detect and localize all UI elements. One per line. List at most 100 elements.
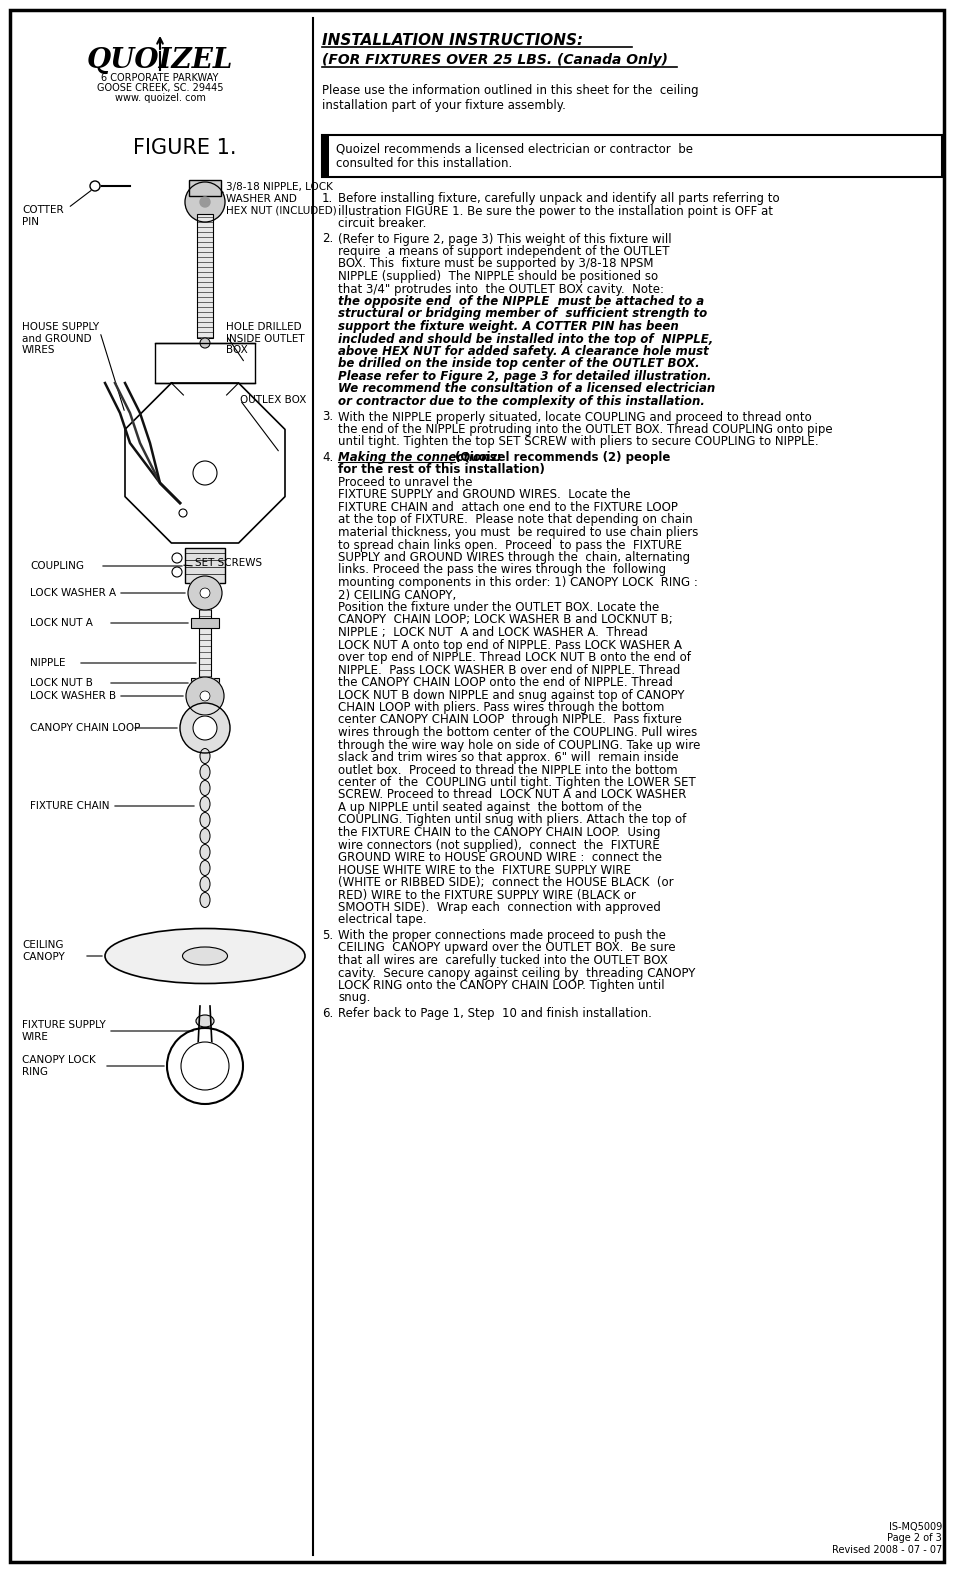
- Circle shape: [167, 1028, 243, 1104]
- Text: A up NIPPLE until seated against  the bottom of the: A up NIPPLE until seated against the bot…: [337, 802, 641, 814]
- Text: Position the fixture under the OUTLET BOX. Locate the: Position the fixture under the OUTLET BO…: [337, 601, 659, 615]
- Text: SMOOTH SIDE).  Wrap each  connection with approved: SMOOTH SIDE). Wrap each connection with …: [337, 901, 660, 913]
- Text: COTTER
PIN: COTTER PIN: [22, 204, 64, 226]
- Text: links. Proceed the pass the wires through the  following: links. Proceed the pass the wires throug…: [337, 563, 665, 577]
- Text: LOCK WASHER B: LOCK WASHER B: [30, 692, 116, 701]
- Text: CANOPY CHAIN LOOP: CANOPY CHAIN LOOP: [30, 723, 140, 733]
- Text: that all wires are  carefully tucked into the OUTLET BOX: that all wires are carefully tucked into…: [337, 954, 667, 967]
- Text: LOCK NUT B down NIPPLE and snug against top of CANOPY: LOCK NUT B down NIPPLE and snug against …: [337, 689, 684, 701]
- Circle shape: [185, 182, 225, 222]
- Text: 5.: 5.: [322, 929, 333, 942]
- Text: CHAIN LOOP with pliers. Pass wires through the bottom: CHAIN LOOP with pliers. Pass wires throu…: [337, 701, 663, 714]
- Text: QUOIZEL: QUOIZEL: [87, 47, 233, 74]
- Text: LOCK NUT A: LOCK NUT A: [30, 618, 92, 627]
- Text: CEILING  CANOPY upward over the OUTLET BOX.  Be sure: CEILING CANOPY upward over the OUTLET BO…: [337, 942, 675, 954]
- Text: or contractor due to the complexity of this installation.: or contractor due to the complexity of t…: [337, 395, 704, 409]
- Text: Quoizel recommends a licensed electrician or contractor  be
consulted for this i: Quoizel recommends a licensed electricia…: [335, 141, 692, 170]
- Text: above HEX NUT for added safety. A clearance hole must: above HEX NUT for added safety. A cleara…: [337, 344, 708, 358]
- Text: COUPLING. Tighten until snug with pliers. Attach the top of: COUPLING. Tighten until snug with pliers…: [337, 813, 685, 827]
- Ellipse shape: [182, 946, 227, 965]
- Text: over top end of NIPPLE. Thread LOCK NUT B onto the end of: over top end of NIPPLE. Thread LOCK NUT …: [337, 651, 690, 663]
- Text: wires through the bottom center of the COUPLING. Pull wires: wires through the bottom center of the C…: [337, 726, 697, 739]
- Text: snug.: snug.: [337, 992, 370, 1005]
- Text: the opposite end  of the NIPPLE  must be attached to a: the opposite end of the NIPPLE must be a…: [337, 296, 703, 308]
- Text: circuit breaker.: circuit breaker.: [337, 217, 426, 230]
- Text: FIXTURE SUPPLY
WIRE: FIXTURE SUPPLY WIRE: [22, 1020, 106, 1042]
- Text: 6.: 6.: [322, 1008, 333, 1020]
- Circle shape: [200, 338, 210, 347]
- Text: HOLE DRILLED
INSIDE OUTLET
BOX: HOLE DRILLED INSIDE OUTLET BOX: [226, 322, 304, 355]
- Text: CANOPY LOCK
RING: CANOPY LOCK RING: [22, 1055, 95, 1077]
- Circle shape: [90, 181, 100, 192]
- Circle shape: [200, 196, 210, 208]
- Text: require  a means of support independent of the OUTLET: require a means of support independent o…: [337, 245, 669, 258]
- Text: 1.: 1.: [322, 192, 333, 204]
- Text: 2) CEILING CANOPY,: 2) CEILING CANOPY,: [337, 588, 456, 602]
- Circle shape: [172, 553, 182, 563]
- Bar: [199, 583, 211, 744]
- Text: LOCK RING onto the CANOPY CHAIN LOOP. Tighten until: LOCK RING onto the CANOPY CHAIN LOOP. Ti…: [337, 979, 664, 992]
- Text: Refer back to Page 1, Step  10 and finish installation.: Refer back to Page 1, Step 10 and finish…: [337, 1008, 651, 1020]
- Circle shape: [200, 692, 210, 701]
- Text: structural or bridging member of  sufficient strength to: structural or bridging member of suffici…: [337, 308, 706, 321]
- Text: LOCK NUT B: LOCK NUT B: [30, 678, 92, 689]
- Text: wire connectors (not supplied),  connect  the  FIXTURE: wire connectors (not supplied), connect …: [337, 838, 659, 852]
- Circle shape: [172, 567, 182, 577]
- Ellipse shape: [195, 1016, 213, 1027]
- Circle shape: [186, 678, 224, 715]
- Text: 6 CORPORATE PARKWAY: 6 CORPORATE PARKWAY: [101, 72, 218, 83]
- Circle shape: [188, 575, 222, 610]
- Text: CEILING
CANOPY: CEILING CANOPY: [22, 940, 65, 962]
- Text: COUPLING: COUPLING: [30, 561, 84, 571]
- Text: 4.: 4.: [322, 451, 333, 464]
- Text: illustration FIGURE 1. Be sure the power to the installation point is OFF at: illustration FIGURE 1. Be sure the power…: [337, 204, 772, 217]
- Text: cavity.  Secure canopy against ceiling by  threading CANOPY: cavity. Secure canopy against ceiling by…: [337, 967, 695, 979]
- Ellipse shape: [200, 877, 210, 891]
- Text: NIPPLE.  Pass LOCK WASHER B over end of NIPPLE. Thread: NIPPLE. Pass LOCK WASHER B over end of N…: [337, 663, 679, 676]
- Text: the FIXTURE CHAIN to the CANOPY CHAIN LOOP.  Using: the FIXTURE CHAIN to the CANOPY CHAIN LO…: [337, 825, 659, 839]
- Text: GOOSE CREEK, SC. 29445: GOOSE CREEK, SC. 29445: [96, 83, 223, 93]
- Text: With the NIPPLE properly situated, locate COUPLING and proceed to thread onto: With the NIPPLE properly situated, locat…: [337, 410, 811, 423]
- Text: material thickness, you must  be required to use chain pliers: material thickness, you must be required…: [337, 527, 698, 539]
- Text: be drilled on the inside top center of the OUTLET BOX.: be drilled on the inside top center of t…: [337, 357, 699, 371]
- Text: HOUSE SUPPLY
and GROUND
WIRES: HOUSE SUPPLY and GROUND WIRES: [22, 322, 99, 355]
- Text: SET SCREWS: SET SCREWS: [194, 558, 262, 567]
- Text: SCREW. Proceed to thread  LOCK NUT A and LOCK WASHER: SCREW. Proceed to thread LOCK NUT A and …: [337, 789, 685, 802]
- Bar: [189, 181, 221, 196]
- Text: center of  the  COUPLING until tight. Tighten the LOWER SET: center of the COUPLING until tight. Tigh…: [337, 777, 695, 789]
- Text: HOUSE WHITE WIRE to the  FIXTURE SUPPLY WIRE: HOUSE WHITE WIRE to the FIXTURE SUPPLY W…: [337, 863, 630, 877]
- Text: www. quoizel. com: www. quoizel. com: [114, 93, 205, 104]
- Text: We recommend the consultation of a licensed electrician: We recommend the consultation of a licen…: [337, 382, 715, 396]
- Text: Please refer to Figure 2, page 3 for detailed illustration.: Please refer to Figure 2, page 3 for det…: [337, 369, 711, 384]
- Bar: [322, 135, 329, 178]
- Ellipse shape: [200, 764, 210, 780]
- Text: 2.: 2.: [322, 233, 333, 245]
- Ellipse shape: [200, 860, 210, 876]
- Circle shape: [193, 461, 216, 486]
- Text: BOX. This  fixture must be supported by 3/8-18 NPSM: BOX. This fixture must be supported by 3…: [337, 258, 653, 270]
- Text: FIXTURE CHAIN: FIXTURE CHAIN: [30, 802, 110, 811]
- Ellipse shape: [200, 797, 210, 811]
- Text: FIGURE 1.: FIGURE 1.: [133, 138, 236, 159]
- Text: Before installing fixture, carefully unpack and identify all parts referring to: Before installing fixture, carefully unp…: [337, 192, 779, 204]
- Text: center CANOPY CHAIN LOOP  through NIPPLE.  Pass fixture: center CANOPY CHAIN LOOP through NIPPLE.…: [337, 714, 681, 726]
- Text: for the rest of this installation): for the rest of this installation): [337, 464, 544, 476]
- Text: (Quoizel recommends (2) people: (Quoizel recommends (2) people: [455, 451, 670, 464]
- Text: LOCK WASHER A: LOCK WASHER A: [30, 588, 116, 597]
- Ellipse shape: [200, 748, 210, 764]
- Bar: [154, 343, 254, 384]
- Text: through the wire way hole on side of COUPLING. Take up wire: through the wire way hole on side of COU…: [337, 739, 700, 751]
- Text: OUTLEX BOX: OUTLEX BOX: [240, 395, 306, 406]
- Text: Please use the information outlined in this sheet for the  ceiling
installation : Please use the information outlined in t…: [322, 83, 698, 112]
- Text: slack and trim wires so that approx. 6" will  remain inside: slack and trim wires so that approx. 6" …: [337, 751, 678, 764]
- Bar: [191, 678, 219, 689]
- Text: to spread chain links open.  Proceed  to pass the  FIXTURE: to spread chain links open. Proceed to p…: [337, 539, 681, 552]
- Text: NIPPLE (supplied)  The NIPPLE should be positioned so: NIPPLE (supplied) The NIPPLE should be p…: [337, 270, 658, 283]
- Text: until tight. Tighten the top SET SCREW with pliers to secure COUPLING to NIPPLE.: until tight. Tighten the top SET SCREW w…: [337, 435, 818, 448]
- Text: CANOPY  CHAIN LOOP; LOCK WASHER B and LOCKNUT B;: CANOPY CHAIN LOOP; LOCK WASHER B and LOC…: [337, 613, 672, 627]
- Ellipse shape: [200, 844, 210, 860]
- Text: NIPPLE ;  LOCK NUT  A and LOCK WASHER A.  Thread: NIPPLE ; LOCK NUT A and LOCK WASHER A. T…: [337, 626, 647, 638]
- Bar: [185, 549, 225, 583]
- Text: FIXTURE CHAIN and  attach one end to the FIXTURE LOOP: FIXTURE CHAIN and attach one end to the …: [337, 501, 678, 514]
- Bar: [196, 214, 213, 338]
